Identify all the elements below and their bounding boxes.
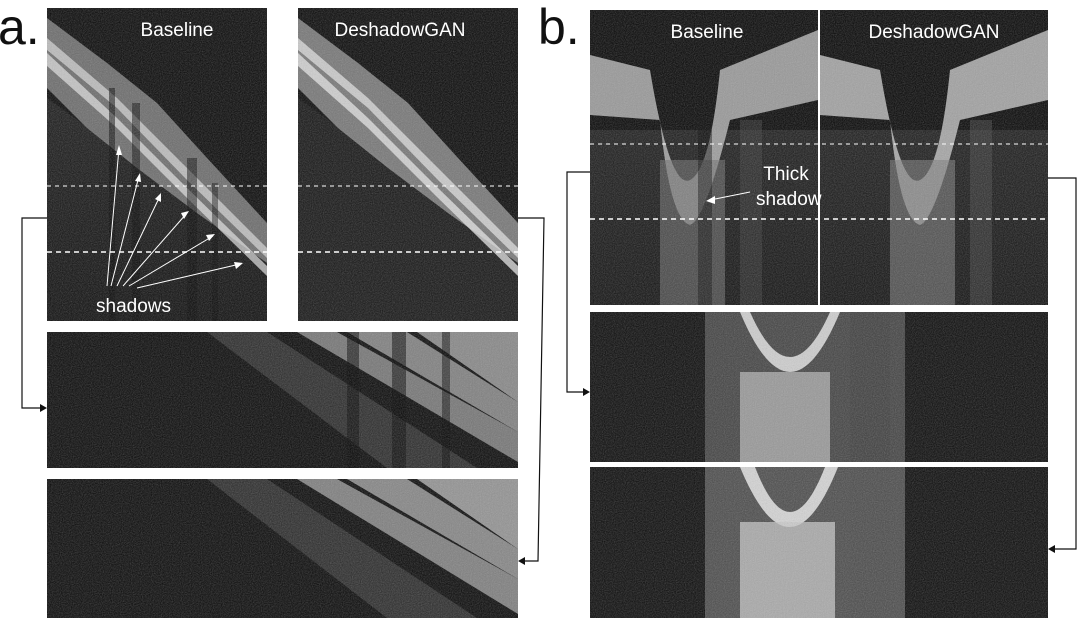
panel-a-letter: a. — [0, 2, 40, 52]
panel-a-baseline-title: Baseline — [67, 20, 267, 42]
shadow-label: shadow — [756, 189, 816, 211]
panel-a-baseline-zoom — [47, 332, 518, 468]
thick-label: Thick — [756, 164, 816, 186]
panel-b-deshadow-title: DeshadowGAN — [820, 22, 1048, 44]
shadows-label: shadows — [96, 296, 171, 318]
panel-b-top-image: Baseline DeshadowGAN Thick shadow — [590, 10, 1048, 305]
panel-b-deshadow-zoom — [590, 467, 1048, 618]
panel-a-baseline-image: Baseline shadows — [47, 8, 267, 321]
panel-b-baseline-title: Baseline — [593, 22, 821, 44]
panel-a-deshadow-title: DeshadowGAN — [298, 20, 510, 42]
panel-b-letter: b. — [538, 2, 580, 52]
panel-a-deshadow-image: DeshadowGAN — [298, 8, 518, 321]
panel-b-baseline-zoom — [590, 312, 1048, 462]
panel-a-deshadow-zoom — [47, 479, 518, 618]
